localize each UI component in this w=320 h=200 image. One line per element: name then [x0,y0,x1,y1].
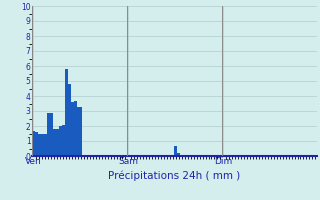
Bar [71,102,74,156]
Bar [59,126,62,156]
Bar [174,146,177,156]
Bar [35,132,38,156]
X-axis label: Précipitations 24h ( mm ): Précipitations 24h ( mm ) [108,171,241,181]
Bar [44,134,47,156]
Bar [47,112,50,156]
Bar [177,153,180,156]
Bar [41,134,44,156]
Bar [50,112,53,156]
Bar [74,100,76,156]
Bar [56,129,59,156]
Bar [65,69,68,156]
Bar [38,134,41,156]
Bar [79,106,83,156]
Bar [53,129,56,156]
Bar [76,106,79,156]
Bar [68,84,71,156]
Bar [62,124,65,156]
Bar [32,130,35,156]
